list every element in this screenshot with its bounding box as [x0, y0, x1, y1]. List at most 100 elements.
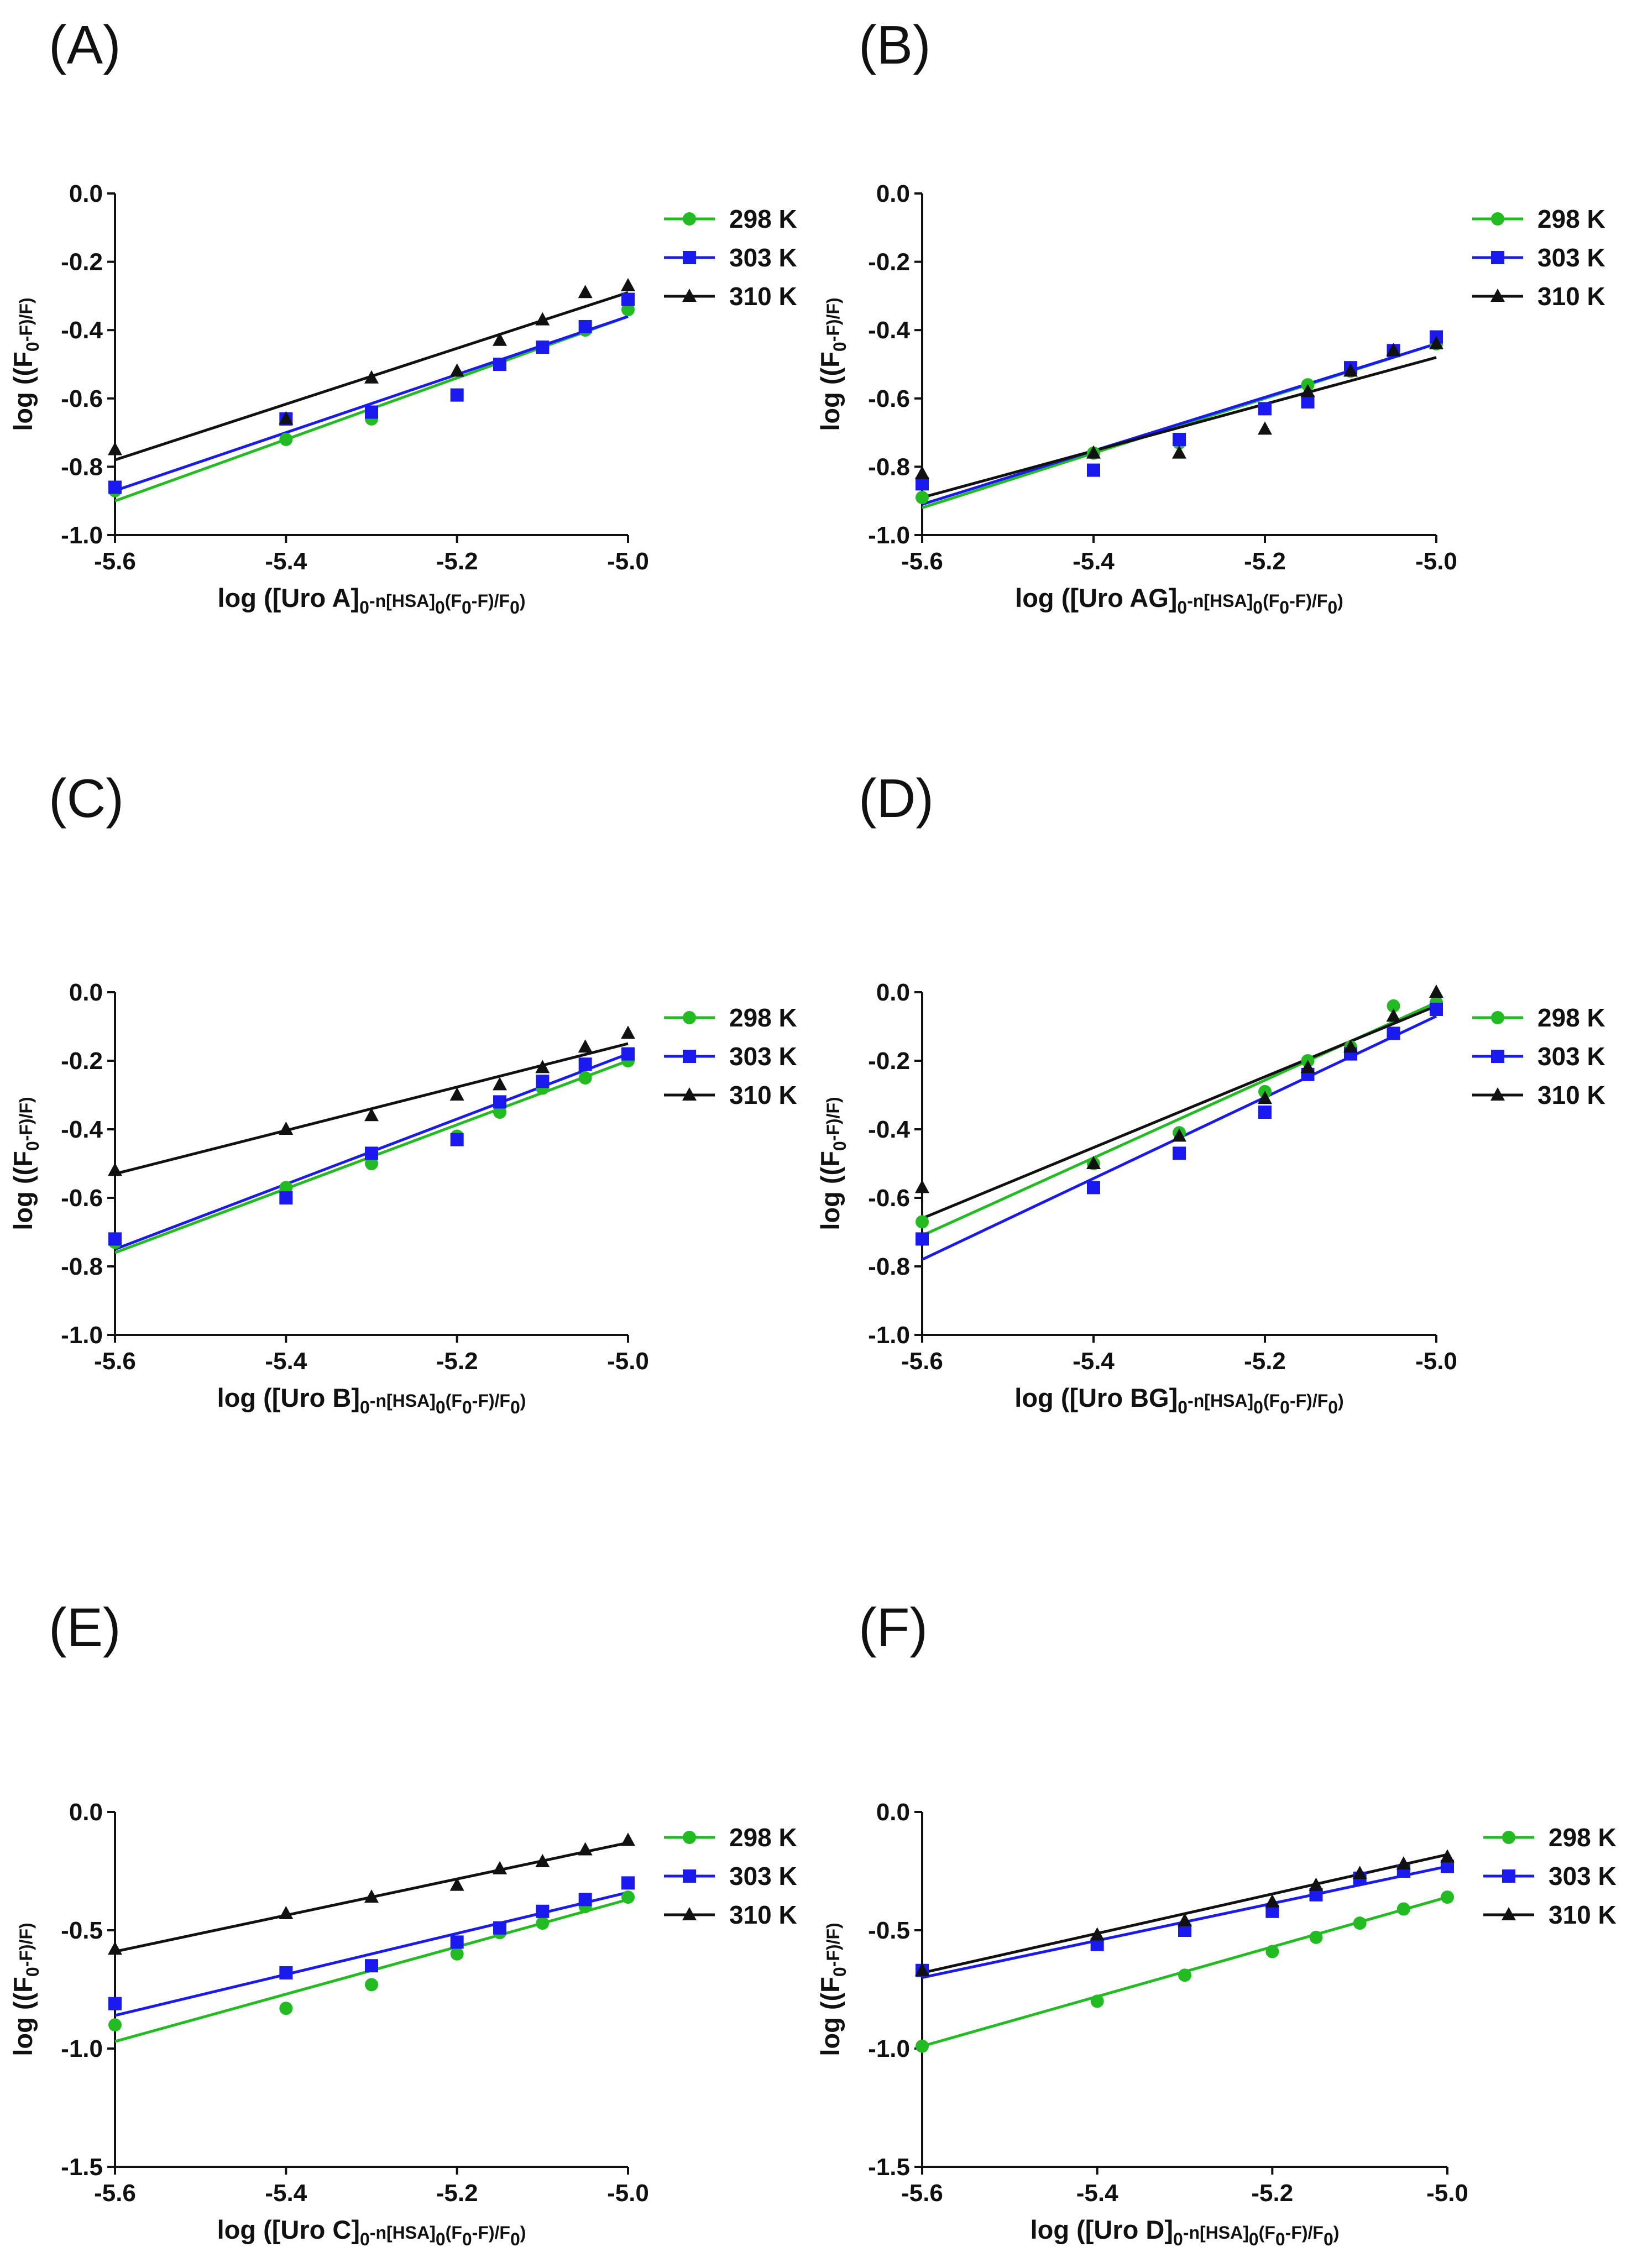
legend-marker-298k [1491, 212, 1504, 226]
legend-label-303k: 303 K [729, 1042, 797, 1071]
point-310k [915, 1180, 929, 1193]
point-310k [1386, 1008, 1401, 1022]
point-303k [493, 1095, 506, 1109]
x-title-part: -F)/F [472, 591, 510, 611]
y-axis-title: log ((F0-F)/F) [8, 1097, 43, 1230]
x-title-part: log ([Uro AG] [1015, 583, 1177, 612]
x-title-part: (F [446, 2223, 462, 2243]
y-title-part: -F)/F) [16, 1923, 36, 1967]
x-title-part: (F [446, 1391, 462, 1411]
point-303k [536, 341, 550, 354]
fit-line-303k [114, 315, 629, 493]
legend-label-298k: 298 K [729, 1823, 797, 1852]
x-axis-title: log ([Uro B]0-n[HSA]0(F0-F)/F0) [217, 1383, 526, 1417]
fit-line-303k [922, 342, 1437, 506]
y-axis-title: log ((F0-F)/F) [815, 297, 850, 431]
y-title-part: -F)/F) [823, 1923, 843, 1967]
y-title-part: log ((F [8, 352, 38, 431]
y-tick-label: 0.0 [69, 979, 103, 1006]
x-title-subscript: 0 [436, 2229, 446, 2249]
y-tick-label: -0.2 [868, 249, 910, 276]
x-tick-label: -5.0 [1426, 2180, 1468, 2207]
point-310k [493, 1077, 507, 1091]
point-303k [536, 1904, 550, 1918]
x-title-part: log ([Uro D] [1031, 2215, 1173, 2244]
x-title-part: -F)/F [472, 2223, 510, 2243]
point-298k [279, 1181, 293, 1195]
x-tick-label: -5.6 [94, 548, 136, 575]
point-310k [915, 465, 929, 479]
legend-marker-298k [683, 212, 696, 226]
point-303k [493, 1921, 506, 1935]
legend-marker-303k [683, 1869, 696, 1883]
x-tick-label: -5.4 [1073, 1348, 1115, 1375]
y-tick-label: 0.0 [69, 180, 103, 207]
x-title-subscript: 0 [1324, 2229, 1333, 2249]
x-tick-label: -5.6 [94, 2180, 136, 2207]
legend: 298 K 303 K 310 K [664, 205, 797, 311]
point-310k [1258, 1091, 1272, 1104]
panel-a: (A) -5.6 -5.4 -5.2 -5.0 -1.0 -0.8 -0.6 -0.4 -0.2 0… [8, 14, 797, 617]
x-title-part: -n[HSA] [1183, 2223, 1249, 2243]
y-tick-label: -0.5 [868, 1917, 910, 1944]
legend-marker-310k [1490, 289, 1505, 302]
x-title-subscript: 0 [1177, 598, 1187, 617]
y-tick-label: 0.0 [69, 1799, 103, 1826]
y-title-subscript: 0 [830, 1141, 850, 1151]
x-title-part: (F [445, 591, 462, 611]
point-298k [1265, 1945, 1279, 1958]
point-303k [493, 358, 506, 371]
point-303k [578, 320, 592, 334]
legend-label-298k: 298 K [729, 205, 797, 233]
legend-marker-310k [1502, 1907, 1516, 1920]
x-title-part: ) [520, 591, 526, 611]
y-title-part: -F)/F) [16, 1097, 36, 1141]
x-title-subscript: 0 [462, 598, 472, 617]
y-tick-label: -0.4 [61, 1116, 103, 1143]
y-title-subscript: 0 [23, 342, 43, 352]
legend-label-310k: 310 K [729, 1900, 797, 1929]
point-310k [1343, 363, 1358, 377]
legend: 298 K 303 K 310 K [664, 1823, 797, 1929]
x-title-part: log ([Uro A] [217, 583, 359, 612]
point-298k [621, 303, 635, 317]
point-310k [1086, 1156, 1101, 1169]
x-title-part: log ([Uro C] [217, 2215, 360, 2244]
x-title-part: ) [520, 2223, 526, 2243]
y-axis-title: log ((F0-F)/F) [8, 1923, 43, 2056]
x-title-part: -F)/F [472, 1391, 510, 1411]
point-310k [279, 1906, 294, 1920]
point-298k [916, 2039, 929, 2053]
x-title-subscript: 0 [510, 1397, 520, 1417]
point-310k [1429, 336, 1443, 349]
legend-marker-310k [1490, 1087, 1505, 1101]
point-310k [279, 411, 294, 425]
x-title-part: ) [1338, 1391, 1344, 1411]
point-303k [108, 1997, 122, 2010]
x-title-part: -n[HSA] [1188, 1391, 1253, 1411]
point-298k [916, 491, 929, 505]
y-tick-label: -1.0 [868, 1322, 910, 1349]
x-tick-label: -5.6 [94, 1348, 136, 1375]
x-tick-label: -5.2 [1244, 1348, 1286, 1375]
x-tick-label: -5.6 [901, 548, 943, 575]
point-310k [1300, 384, 1315, 397]
point-303k [279, 1191, 293, 1204]
point-303k [1173, 1146, 1186, 1160]
point-298k [1387, 999, 1400, 1013]
y-tick-label: -1.0 [868, 522, 910, 549]
y-title-subscript: 0 [830, 1967, 850, 1977]
point-310k [364, 1108, 379, 1122]
fit-line-310k [922, 1004, 1437, 1220]
legend-label-298k: 298 K [729, 1003, 797, 1032]
point-310k [1086, 445, 1101, 459]
legend-label-310k: 310 K [1537, 282, 1605, 311]
point-310k [449, 1087, 464, 1101]
point-303k [621, 1047, 635, 1061]
panel-d: (D) -5.6 -5.4 -5.2 -5.0 -1.0 -0.8 -0.6 -0.4 -0.2 0… [815, 768, 1605, 1417]
point-310k [364, 370, 379, 384]
point-310k [1396, 1856, 1411, 1870]
point-310k [1429, 984, 1443, 998]
point-303k [1258, 402, 1272, 416]
